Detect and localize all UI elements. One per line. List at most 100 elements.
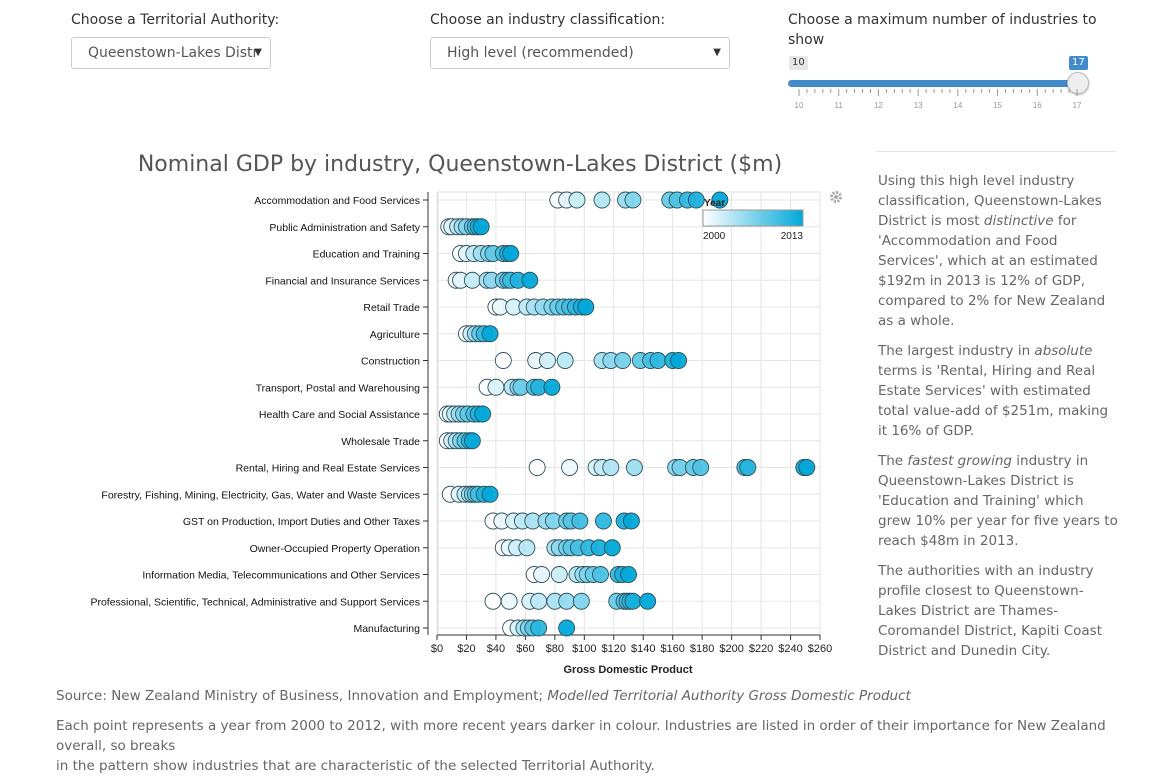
data-point[interactable] (484, 592, 502, 610)
slider-tick-label: 12 (874, 101, 883, 110)
category-label: Wholesale Trade (341, 436, 420, 448)
chevron-down-icon: ▼ (254, 47, 262, 58)
x-tick-label: $100 (572, 643, 596, 655)
data-point[interactable] (487, 378, 505, 396)
data-point[interactable] (622, 512, 640, 530)
category-label: Manufacturing (353, 623, 420, 635)
data-point[interactable] (568, 191, 586, 209)
x-tick-label: $0 (431, 643, 443, 655)
category-label: Construction (361, 356, 420, 368)
industry-select[interactable]: High level (recommended) ▼ (430, 37, 730, 69)
authority-value: Queenstown-Lakes Distr (88, 45, 259, 61)
category-label: Rental, Hiring and Real Estate Services (236, 463, 420, 475)
category-label: Education and Training (313, 249, 421, 261)
data-point[interactable] (518, 539, 536, 557)
data-point[interactable] (739, 459, 757, 476)
data-point[interactable] (530, 592, 548, 610)
summary-fastest: The fastest growing industry in Queensto… (878, 453, 1118, 549)
slider-tick-label: 15 (993, 101, 1002, 110)
data-point[interactable] (539, 352, 556, 369)
data-point[interactable] (463, 432, 481, 450)
data-point[interactable] (463, 271, 481, 289)
data-point[interactable] (624, 191, 642, 209)
data-point[interactable] (558, 592, 576, 610)
data-point[interactable] (649, 352, 667, 369)
year-legend: Year 2000 2013 (702, 198, 804, 242)
slider-tick-label: 17 (1073, 101, 1082, 110)
chevron-down-icon: ▼ (713, 47, 721, 58)
authority-label: Choose a Territorial Authority: (71, 12, 280, 28)
data-point[interactable] (614, 352, 632, 369)
data-point[interactable] (624, 592, 642, 610)
x-tick-label: $240 (778, 643, 802, 655)
data-point[interactable] (533, 566, 551, 583)
data-point[interactable] (481, 485, 499, 503)
divider (876, 151, 1116, 152)
slider-tick-label: 10 (795, 101, 804, 110)
explanation-note: Each point represents a year from 2000 t… (56, 718, 1106, 774)
data-point[interactable] (798, 459, 816, 476)
data-point[interactable] (572, 592, 590, 610)
x-tick-label: $140 (631, 643, 655, 655)
legend-title: Year (704, 198, 725, 209)
summary-text: Using this high level industry classific… (878, 171, 1118, 671)
chart-title: Nominal GDP by industry, Queenstown-Lake… (138, 152, 782, 177)
data-point[interactable] (543, 378, 561, 396)
category-label: Transport, Postal and Warehousing (256, 382, 421, 394)
data-point[interactable] (556, 352, 574, 369)
category-label: GST on Production, Import Duties and Oth… (183, 516, 420, 528)
data-point[interactable] (692, 459, 710, 476)
data-point[interactable] (530, 619, 548, 637)
data-point[interactable] (592, 566, 609, 583)
data-point[interactable] (550, 566, 568, 583)
data-point[interactable] (571, 512, 589, 530)
data-point[interactable] (687, 191, 705, 209)
data-point[interactable] (500, 592, 518, 610)
data-point[interactable] (577, 298, 595, 316)
gear-icon[interactable] (830, 191, 842, 203)
x-tick-label: $80 (546, 643, 564, 655)
category-label: Financial and Insurance Services (265, 275, 420, 287)
legend-to-label: 2013 (781, 231, 804, 242)
data-point[interactable] (595, 512, 612, 530)
data-point[interactable] (558, 619, 576, 637)
x-tick-label: $20 (457, 643, 475, 655)
data-point[interactable] (711, 191, 729, 209)
industry-value: High level (recommended) (447, 45, 634, 61)
data-point[interactable] (625, 459, 643, 476)
slider-min-badge: 10 (789, 56, 808, 70)
slider-handle[interactable] (1067, 72, 1089, 94)
data-point[interactable] (639, 592, 657, 610)
data-point[interactable] (620, 566, 637, 583)
data-point[interactable] (528, 459, 546, 476)
slider-track[interactable] (788, 80, 1078, 87)
x-tick-label: $120 (602, 643, 626, 655)
category-label: Forestry, Fishing, Mining, Electricity, … (101, 489, 420, 501)
x-tick-label: $60 (516, 643, 534, 655)
data-point[interactable] (602, 459, 620, 476)
x-tick-label: $40 (487, 643, 505, 655)
data-point[interactable] (593, 191, 611, 209)
data-point[interactable] (521, 271, 539, 289)
summary-distinctive: Using this high level industry classific… (878, 173, 1106, 329)
data-point[interactable] (472, 218, 490, 236)
x-tick-label: $200 (719, 643, 743, 655)
data-point[interactable] (603, 539, 621, 557)
slider-tick-label: 16 (1033, 101, 1042, 110)
category-label: Information Media, Telecommunications an… (142, 570, 420, 582)
summary-largest: The largest industry in absolute terms i… (878, 343, 1109, 439)
summary-similar: The authorities with an industry profile… (878, 563, 1102, 659)
data-point[interactable] (502, 245, 520, 262)
x-tick-label: $260 (808, 643, 832, 655)
x-axis-label: Gross Domestic Product (564, 664, 693, 676)
authority-select[interactable]: Queenstown-Lakes Distr ▼ (71, 37, 271, 69)
source-note: Source: New Zealand Ministry of Business… (56, 688, 911, 704)
slider-value-badge: 17 (1069, 56, 1088, 70)
data-point[interactable] (474, 405, 492, 423)
data-point[interactable] (481, 325, 499, 343)
data-point[interactable] (494, 352, 512, 369)
data-point[interactable] (670, 352, 688, 369)
max-label-line2: show (788, 32, 825, 48)
category-label: Health Care and Social Assistance (259, 409, 420, 421)
data-point[interactable] (561, 459, 579, 476)
